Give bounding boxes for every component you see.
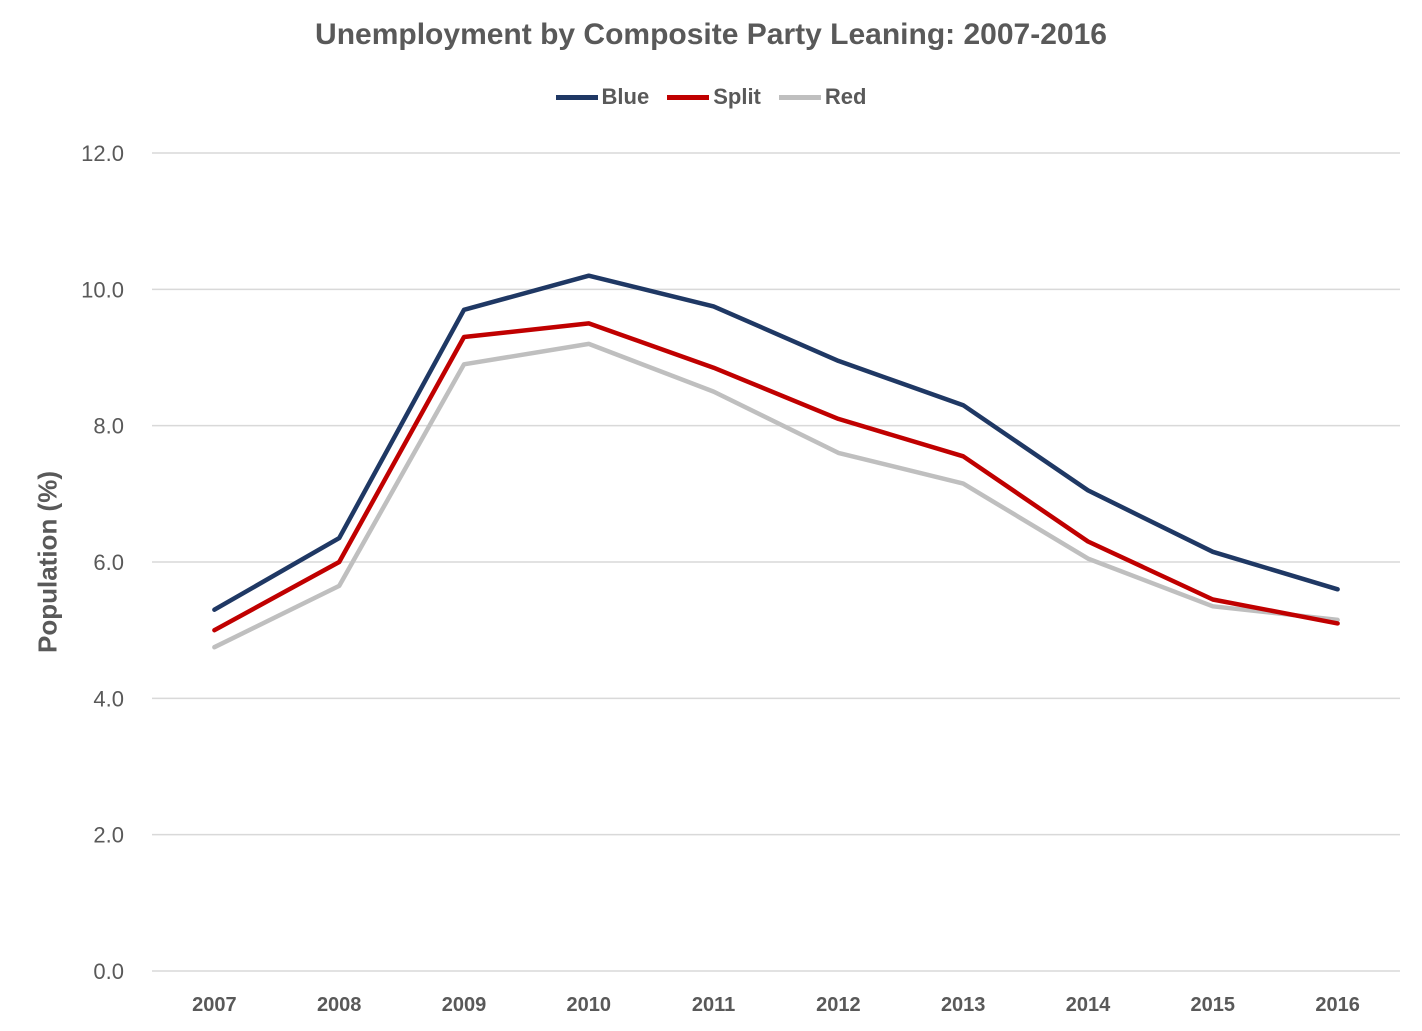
y-tick-label: 10.0 [81, 277, 124, 302]
x-tick-label: 2007 [192, 994, 237, 1016]
legend-label-split: Split [713, 84, 761, 109]
x-tick-label: 2010 [567, 994, 612, 1016]
legend-item-blue: Blue [555, 84, 650, 110]
x-tick-label: 2011 [692, 994, 735, 1016]
y-tick-label: 6.0 [93, 550, 124, 575]
legend-item-split: Split [667, 84, 761, 110]
y-tick-label: 12.0 [81, 141, 124, 166]
x-tick-label: 2008 [317, 994, 362, 1016]
y-tick-label: 4.0 [93, 686, 124, 711]
y-tick-label: 8.0 [93, 414, 124, 439]
series-line-red [212, 341, 1340, 650]
legend-swatch-split [667, 94, 710, 100]
y-tick-label: 0.0 [93, 959, 124, 984]
chart-legend: Blue Split Red [0, 84, 1422, 110]
x-tick-label: 2014 [1066, 994, 1111, 1016]
y-tick-label: 2.0 [93, 823, 124, 848]
series-line-blue [212, 273, 1340, 612]
chart-title: Unemployment by Composite Party Leaning:… [315, 18, 1107, 51]
legend-label-red: Red [824, 84, 867, 109]
legend-swatch-red [778, 94, 821, 100]
legend-label-blue: Blue [601, 84, 650, 109]
x-tick-label: 2012 [816, 994, 861, 1016]
x-tick-label: 2016 [1315, 994, 1360, 1016]
legend-swatch-blue [555, 94, 598, 100]
legend-item-red: Red [778, 84, 867, 110]
x-tick-label: 2013 [941, 994, 986, 1016]
x-tick-label: 2015 [1191, 994, 1236, 1016]
x-tick-label: 2009 [442, 994, 487, 1016]
series-line-split [212, 321, 1340, 633]
